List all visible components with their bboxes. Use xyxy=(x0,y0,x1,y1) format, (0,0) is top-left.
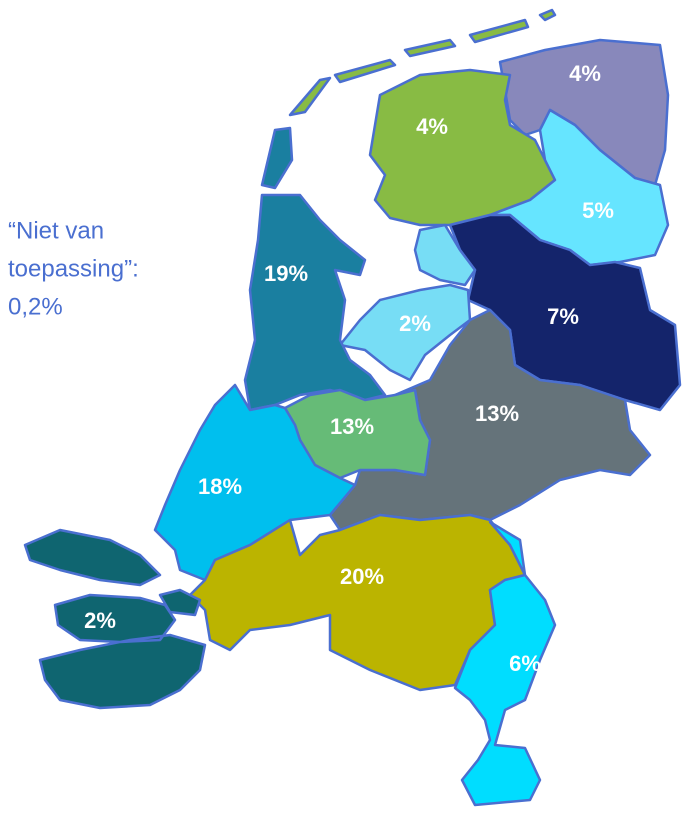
provinces xyxy=(23,8,682,807)
region-label: 2% xyxy=(399,311,431,336)
island xyxy=(288,8,557,117)
province xyxy=(243,126,387,412)
region-label: 7% xyxy=(547,304,579,329)
region-label: 4% xyxy=(416,114,448,139)
province xyxy=(448,213,682,412)
note-line: “Niet van xyxy=(8,217,104,244)
province xyxy=(453,520,557,807)
region-label: 20% xyxy=(340,564,384,589)
region-label: 18% xyxy=(198,474,242,499)
region-label: 13% xyxy=(475,401,519,426)
region-label: 13% xyxy=(330,414,374,439)
note: “Niet van toepassing”: 0,2% xyxy=(8,217,139,320)
note-line: 0,2% xyxy=(8,293,63,320)
note-line: toepassing”: xyxy=(8,255,139,282)
region-label: 2% xyxy=(84,608,116,633)
labels: 4% 4% 5% 7% 2% 19% 13% 13% 18% 20% 6% 2% xyxy=(84,61,614,676)
region-label: 6% xyxy=(509,651,541,676)
region-label: 19% xyxy=(264,261,308,286)
region-label: 4% xyxy=(569,61,601,86)
province xyxy=(23,528,207,710)
region-label: 5% xyxy=(582,198,614,223)
